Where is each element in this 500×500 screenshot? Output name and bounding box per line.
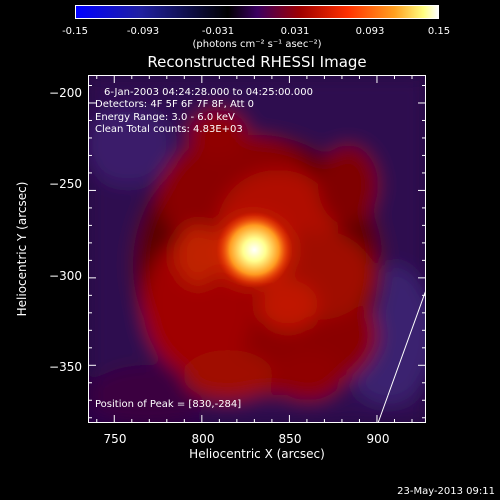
- plot-frame: [88, 75, 426, 423]
- colorbar-tick: -0.031: [201, 26, 235, 37]
- annotation-peak-position: Position of Peak = [830,-284]: [95, 399, 242, 410]
- axis-ticks: [88, 75, 426, 423]
- colorbar-tick: 0.031: [280, 26, 310, 37]
- y-axis-label: Heliocentric Y (arcsec): [15, 181, 29, 317]
- y-tick-label: −350: [49, 360, 82, 374]
- colorbar-tick: 0.15: [427, 26, 451, 37]
- colorbar-units: (photons cm⁻² s⁻¹ asec⁻²): [192, 39, 322, 50]
- y-tick-label: −250: [49, 177, 82, 191]
- annotation-energy: Energy Range: 3.0 - 6.0 keV: [95, 112, 235, 123]
- colorbar-tick: -0.15: [62, 26, 88, 37]
- limb-line: [377, 289, 426, 423]
- colorbar-tick: 0.093: [355, 26, 385, 37]
- chart-title: Reconstructed RHESSI Image: [147, 53, 367, 71]
- x-axis-label: Heliocentric X (arcsec): [189, 447, 325, 461]
- date-stamp: 23-May-2013 09:11: [397, 486, 495, 497]
- x-tick-label: 750: [103, 432, 127, 446]
- colorbar: [75, 5, 439, 19]
- y-tick-label: −200: [49, 86, 82, 100]
- y-tick-label: −300: [49, 269, 82, 283]
- annotation-time: 6-Jan-2003 04:24:28.000 to 04:25:00.000: [104, 87, 313, 98]
- x-tick-label: 850: [278, 432, 302, 446]
- annotation-counts: Clean Total counts: 4.83E+03: [95, 124, 243, 135]
- annotation-detectors: Detectors: 4F 5F 6F 7F 8F, Att 0: [95, 99, 255, 110]
- x-tick-label: 900: [366, 432, 390, 446]
- x-tick-label: 800: [191, 432, 215, 446]
- heatmap-plot: [88, 75, 426, 423]
- emission-peak: [216, 211, 293, 288]
- colorbar-tick: -0.093: [126, 26, 160, 37]
